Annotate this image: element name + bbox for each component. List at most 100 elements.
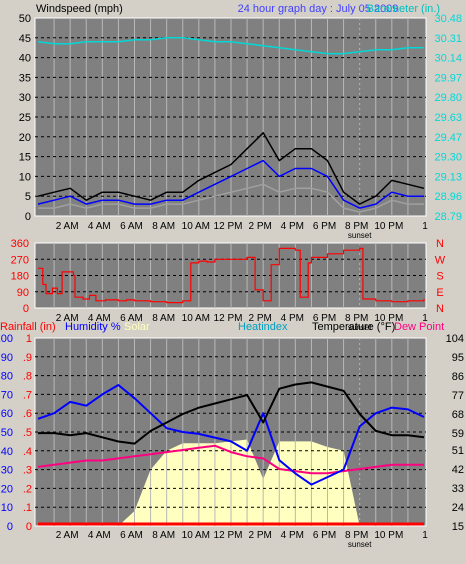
humidity-tick-label: 70 [1, 389, 13, 401]
direction-compass-label: N [436, 238, 444, 250]
rain-tick-label: .8 [23, 371, 32, 383]
barometer-tick-label: 28.79 [434, 211, 462, 223]
rain-tick-label: .9 [23, 352, 32, 364]
temperature-tick-label: 33 [452, 483, 464, 495]
temperature-tick-label: 42 [452, 464, 464, 476]
barometer-ticks: 28.79 28.96 29.13 29.30 29.47 29.63 29.80 29.97… [434, 13, 462, 223]
direction-compass-label: E [436, 287, 443, 299]
temperature-tick-label: 104 [446, 333, 464, 345]
humidity-tick-label: 100 [0, 333, 13, 345]
x-tick-label: 10 PM [374, 221, 403, 232]
temp-time-axis: 2 AM 4 AM 6 AM 8 AM 10 AM 12 PM 2 PM 4 PM 6 PM 8 … [56, 530, 428, 549]
windspeed-tick-label: 30 [19, 92, 31, 104]
temperature-tick-label: 68 [452, 409, 464, 421]
temperature-tick-label: 15 [452, 521, 464, 533]
windspeed-tick-label: 0 [25, 211, 31, 223]
x-tick-label: 4 AM [88, 221, 111, 232]
x-tick-label: 6 PM [313, 530, 336, 541]
x-tick-label: 6 PM [313, 313, 336, 324]
rain-tick-label: 1 [26, 333, 32, 345]
x-tick-label: 4 AM [88, 530, 111, 541]
direction-degree-label: 180 [11, 271, 29, 283]
humidity-tick-label: 30 [1, 465, 13, 477]
humidity-tick-label: 10 [1, 502, 13, 514]
barometer-tick-label: 29.80 [434, 92, 462, 104]
x-tick-label: 10 AM [182, 313, 210, 324]
x-tick-label: 4 PM [281, 221, 304, 232]
direction-time-axis: 2 AM 4 AM 6 AM 8 AM 10 AM 12 PM 2 PM 4 PM 6 PM 8 … [56, 313, 428, 332]
wind-direction-line [38, 247, 425, 304]
temperature-line [38, 381, 425, 445]
sunset-label: sunset [348, 323, 372, 332]
temperature-tick-label: 95 [452, 352, 464, 364]
temperature-label: Temperature (°F) [312, 321, 395, 333]
x-tick-label: 8 PM [345, 313, 368, 324]
x-tick-label: 10 AM [182, 530, 210, 541]
temperature-tick-label: 51 [452, 445, 464, 457]
windspeed-tick-label: 10 [19, 171, 31, 183]
rain-tick-label: .7 [23, 389, 32, 401]
dew-point-line [37, 444, 424, 475]
x-tick-label: 10 PM [374, 313, 403, 324]
x-end-tick-label: 1 [422, 530, 428, 541]
humidity-label: Humidity % [65, 321, 121, 333]
temp-series [37, 381, 425, 526]
x-tick-label: 8 AM [152, 530, 175, 541]
temperature-tick-label: 59 [452, 428, 464, 440]
barometer-tick-label: 29.13 [434, 171, 462, 183]
direction-compass-label: N [436, 303, 444, 315]
x-tick-label: 2 AM [56, 313, 79, 324]
x-tick-label: 8 AM [152, 313, 175, 324]
windspeed-axis-label: Windspeed (mph) [36, 3, 123, 15]
windspeed-tick-label: 35 [19, 72, 31, 84]
humidity-tick-label: 80 [1, 371, 13, 383]
x-tick-label: 6 AM [120, 221, 143, 232]
humidity-tick-label: 60 [1, 408, 13, 420]
x-tick-label: 8 AM [152, 221, 175, 232]
rainfall-label: Rainfall (in) [0, 321, 56, 333]
x-tick-label: 6 AM [120, 313, 143, 324]
humidity-line [37, 384, 425, 486]
rain-tick-label: .1 [23, 502, 32, 514]
direction-degree-label: 360 [11, 238, 29, 250]
rain-tick-label: .2 [23, 483, 32, 495]
x-tick-label: 4 AM [88, 313, 111, 324]
x-tick-label: 4 PM [281, 530, 304, 541]
rain-tick-label: .6 [23, 408, 32, 420]
heatindex-label: Heatindex [238, 321, 288, 333]
barometer-tick-label: 30.31 [434, 33, 462, 45]
windspeed-tick-label: 45 [19, 33, 31, 45]
x-tick-label: 8 PM [345, 530, 368, 541]
temperature-tick-label: 24 [452, 502, 464, 514]
direction-series [38, 247, 425, 304]
x-tick-label: 4 PM [281, 313, 304, 324]
temperature-tick-label: 77 [452, 390, 464, 402]
x-tick-label: 2 AM [56, 530, 79, 541]
windspeed-tick-label: 40 [19, 53, 31, 65]
rain-tick-label: .3 [23, 465, 32, 477]
x-tick-label: 2 PM [248, 221, 271, 232]
direction-compass-label: S [436, 271, 443, 283]
x-end-tick-label: 1 [422, 221, 428, 232]
x-tick-label: 6 AM [120, 530, 143, 541]
direction-degree-label: 90 [17, 287, 29, 299]
x-tick-label: 12 PM [214, 221, 243, 232]
wind-average-line [37, 159, 424, 209]
barometer-tick-label: 28.96 [434, 191, 462, 203]
barometer-tick-label: 30.14 [434, 53, 462, 65]
wind-low-line [38, 183, 424, 213]
wind-gust-line [37, 132, 425, 205]
x-end-tick-label: 1 [422, 313, 428, 324]
solar-label: Solar [124, 321, 150, 333]
x-tick-label: 8 PM [345, 221, 368, 232]
temperature-humidity-panel: Rainfall (in) Humidity % Solar Heatindex… [0, 321, 464, 549]
sunset-label: sunset [348, 540, 372, 549]
x-tick-label: 2 AM [56, 221, 79, 232]
temp-grid [35, 338, 426, 526]
humidity-tick-label: 50 [1, 427, 13, 439]
rain-tick-label: 0 [26, 521, 32, 533]
windspeed-tick-label: 20 [19, 132, 31, 144]
wind-grid [35, 18, 426, 216]
